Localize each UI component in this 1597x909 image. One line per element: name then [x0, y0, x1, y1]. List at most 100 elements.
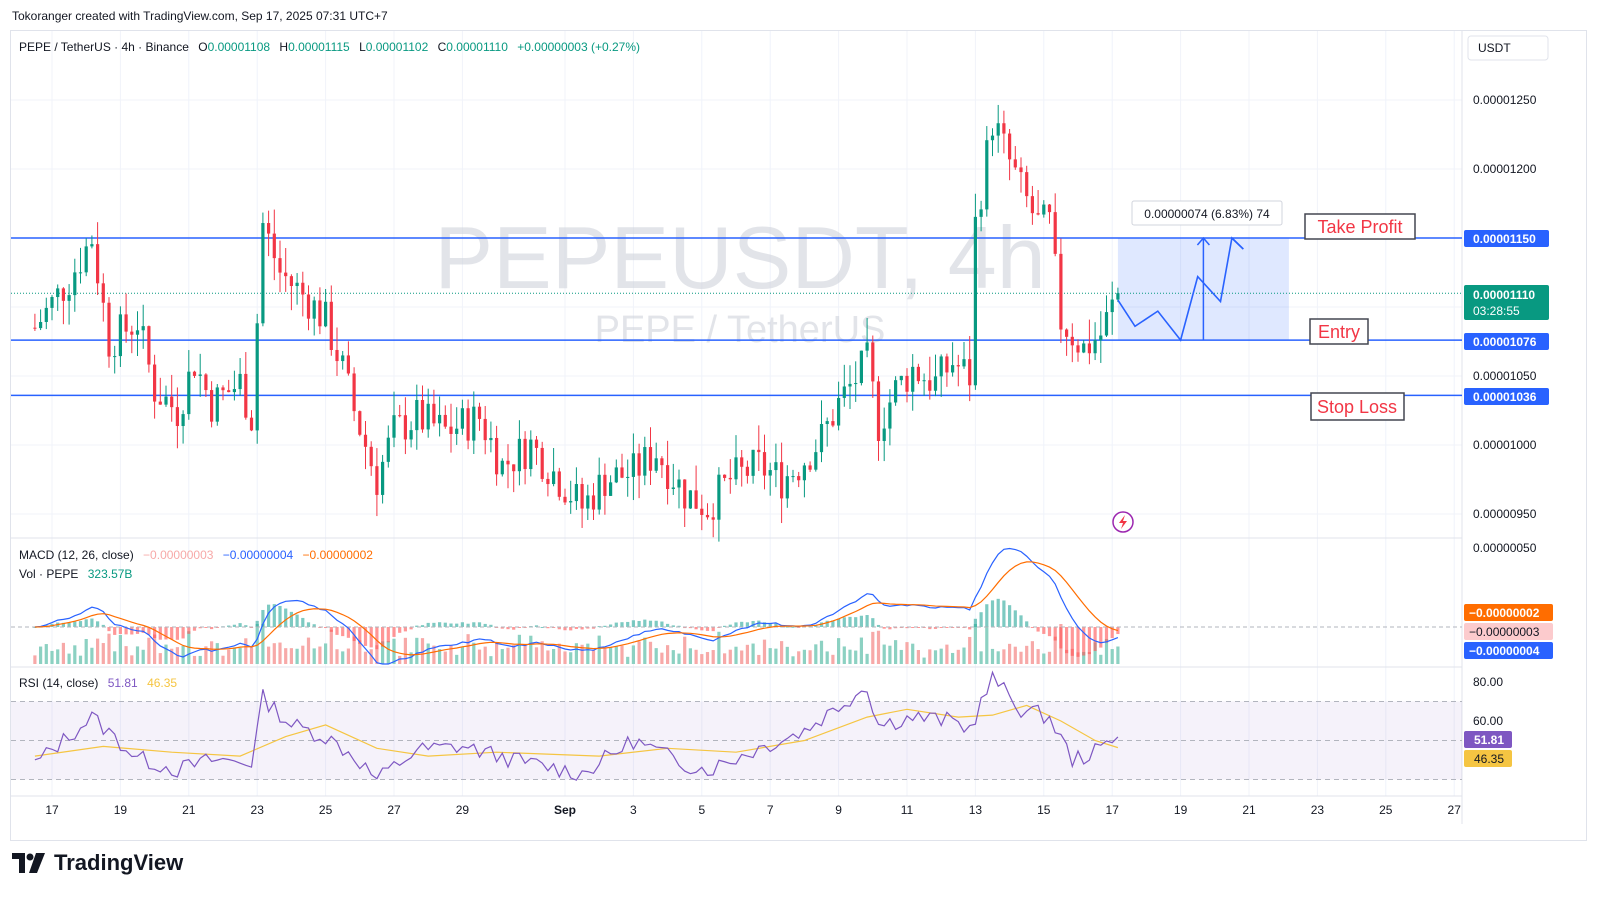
macd-hist-bar [130, 627, 134, 635]
volume-bar [591, 649, 596, 664]
volume-bar [50, 650, 54, 664]
macd-hist-bar [460, 622, 464, 627]
macd-hist-bar [198, 627, 202, 629]
macd-hist-bar [67, 622, 71, 627]
volume-bar [802, 649, 806, 664]
candle-body [694, 490, 698, 509]
macd-hist-bar [569, 627, 573, 631]
vol-value: 323.57B [88, 567, 133, 581]
candle-body [278, 258, 282, 273]
macd-hist-bar [1047, 627, 1052, 637]
volume-bar [580, 644, 584, 664]
volume-bar [597, 635, 601, 664]
volume-bar [381, 641, 385, 664]
volume-bar [694, 649, 698, 664]
entry-box[interactable] [1309, 318, 1369, 345]
candle-body [455, 428, 459, 434]
volume-bar [386, 641, 390, 664]
volume-bar [990, 648, 995, 664]
volume-bar [192, 655, 197, 664]
candle-body [894, 380, 898, 403]
macd-hist-bar [688, 627, 692, 629]
macd-hist-bar [557, 627, 561, 630]
time-tick: 25 [319, 803, 333, 817]
watermark-main: PEPEUSDT, 4h [434, 208, 1045, 307]
macd-hist-bar [990, 600, 995, 627]
candle-body [791, 476, 795, 478]
candle-body [768, 470, 772, 476]
svg-text:Vol · PEPE 323.57B: Vol · PEPE 323.57B [19, 567, 132, 581]
macd-hist-bar [420, 625, 425, 627]
volume-bar [512, 645, 516, 664]
macd-hist-bar [785, 626, 789, 628]
volume-bar [278, 642, 282, 664]
candle-body [631, 453, 635, 477]
candle-body [614, 467, 618, 483]
macd-hist-bar [740, 621, 744, 627]
time-tick: 25 [1379, 803, 1393, 817]
svg-text:0.00001110: 0.00001110 [1473, 288, 1535, 302]
volume-bar [153, 634, 157, 664]
candle-body [249, 417, 254, 431]
macd-hist-bar [1110, 627, 1114, 639]
macd-hist-bar [363, 627, 368, 646]
macd-hist-bar [409, 627, 413, 630]
macd-hist-bar [1019, 615, 1023, 627]
macd-hist-bar [563, 627, 567, 631]
price-badges: 0.00001150 0.00001110 03:28:55 0.0000107… [1464, 230, 1553, 767]
macd-hist-bar [534, 625, 539, 627]
currency-label[interactable]: USDT [1478, 41, 1511, 55]
candle-body [734, 457, 738, 480]
macd-hist-bar [580, 627, 584, 630]
volume-bar [301, 645, 305, 664]
candle-body [882, 428, 886, 441]
volume-bar [569, 652, 573, 664]
candle-body [728, 477, 732, 480]
candle-body [341, 355, 345, 362]
macd-hist-bar [591, 627, 596, 629]
stop-loss-box[interactable] [1310, 392, 1405, 421]
volume-bar [329, 629, 333, 664]
candle-body [96, 244, 100, 284]
candle-body [1087, 343, 1091, 354]
volume-bar [1093, 642, 1097, 664]
candle-body [837, 397, 841, 426]
macd-hist-bar [512, 627, 516, 630]
volume-bar [403, 637, 407, 664]
macd-hist-bar [175, 627, 179, 640]
macd-hist-bar [985, 604, 989, 627]
lightning-icon[interactable] [1112, 511, 1134, 533]
volume-bar [768, 648, 772, 664]
candle-body [1059, 253, 1063, 330]
volume-bar [614, 646, 618, 664]
macd-hist-bar [261, 609, 265, 627]
volume-bar [745, 644, 749, 664]
macd-hist-bar [107, 627, 111, 632]
candle-body [660, 458, 664, 466]
current-price-badge [1464, 285, 1549, 320]
macd-hist-bar [1059, 627, 1063, 649]
macd-title: MACD (12, 26, close) [19, 548, 134, 562]
candle-body [335, 349, 339, 362]
candle-body [506, 460, 510, 465]
candle-body [523, 438, 527, 470]
candle-body [39, 322, 43, 329]
tradingview-brand[interactable]: TradingView [12, 850, 183, 876]
candle-body [1093, 340, 1097, 354]
time-tick: Sep [554, 803, 576, 817]
candle-body [44, 307, 48, 323]
take-profit-box[interactable] [1304, 213, 1416, 240]
macd-hist-bar [654, 620, 658, 627]
svg-text:RSI (14, close) 51.81: RSI (14, close) 51.81 46.35 [19, 676, 177, 690]
volume-bar [956, 649, 960, 664]
candle-body [1104, 312, 1109, 336]
macd-hist-bar [210, 627, 214, 630]
volume-bar [837, 638, 841, 664]
candle-body [899, 375, 903, 381]
macd-hist-bar [255, 620, 259, 627]
rsi-badge [1464, 731, 1512, 748]
macd-hist-bar [329, 627, 333, 632]
candle-body [591, 495, 596, 510]
macd-hist-bar [358, 627, 362, 645]
